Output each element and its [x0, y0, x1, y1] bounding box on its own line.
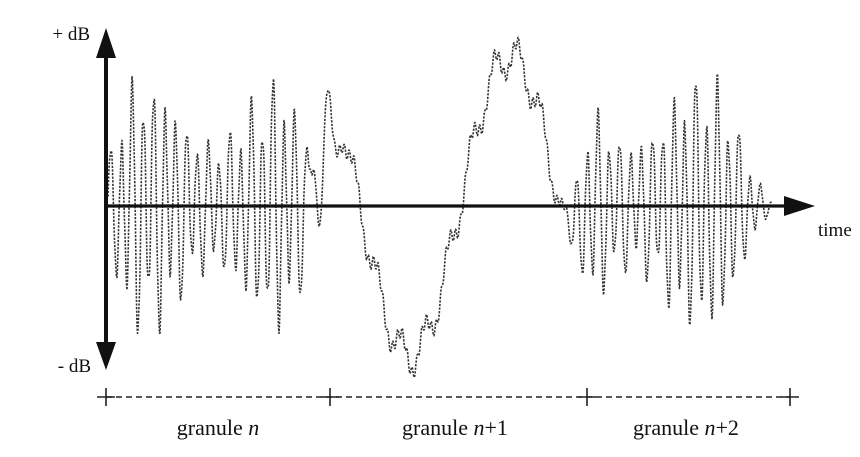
y-axis-top-label: + dB — [52, 24, 90, 45]
granule-label-3: granule n+2 — [633, 415, 739, 440]
granule-label-1: granule n — [177, 415, 259, 440]
granule-dividers — [97, 388, 799, 406]
y-axis-bottom-label: - dB — [58, 356, 91, 377]
x-axis-label: time — [818, 220, 852, 241]
x-axis-right-arrow-icon — [784, 196, 815, 216]
y-axis — [96, 28, 116, 370]
audio-waveform — [107, 36, 773, 379]
waveform-trace — [107, 36, 773, 379]
granule-label-2: granule n+1 — [402, 415, 508, 440]
y-axis-down-arrow-icon — [96, 342, 116, 370]
y-axis-up-arrow-icon — [96, 28, 116, 58]
x-axis — [104, 196, 815, 216]
